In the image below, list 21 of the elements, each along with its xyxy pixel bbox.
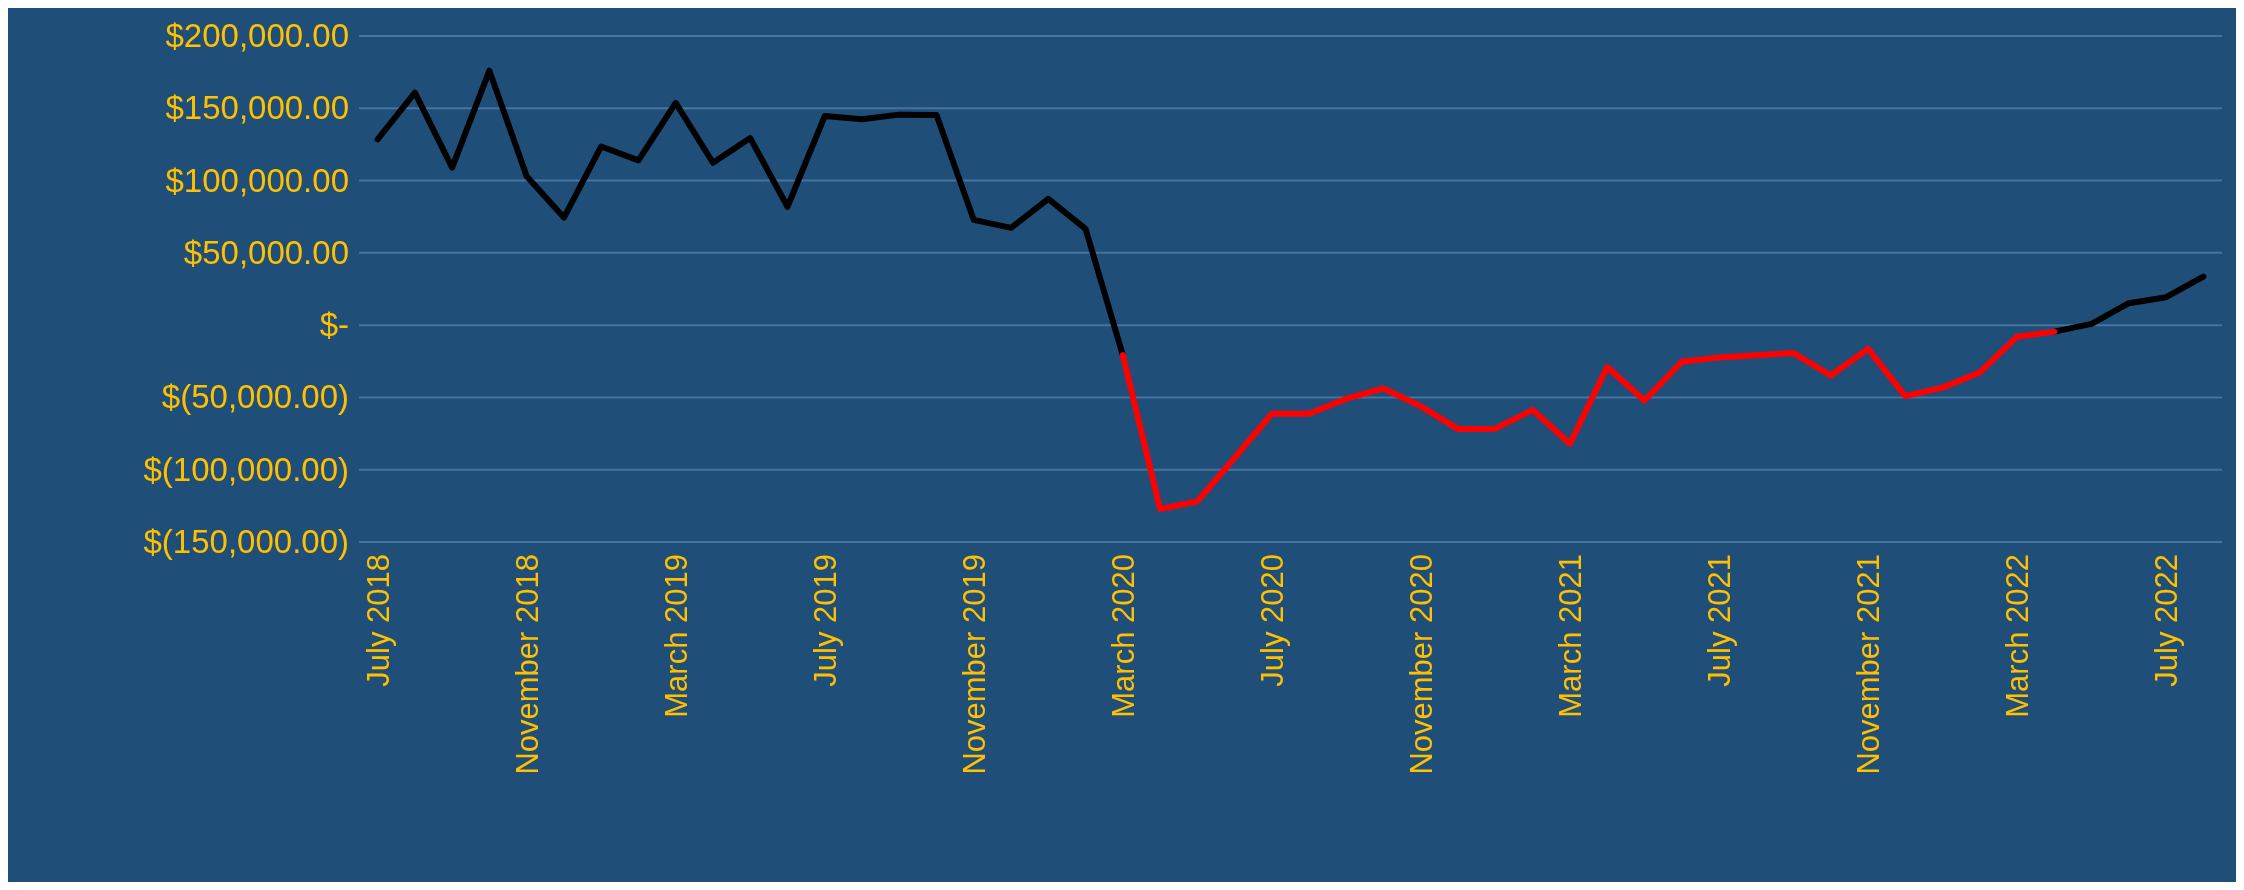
x-tick-label: November 2020 — [1403, 554, 1439, 775]
y-tick-label: $(100,000.00) — [143, 450, 349, 488]
y-tick-label: $(50,000.00) — [161, 378, 349, 416]
y-tick-label: $50,000.00 — [183, 233, 349, 271]
x-tick-label: March 2021 — [1552, 554, 1588, 718]
x-tick-label: July 2022 — [2149, 554, 2185, 687]
x-tick-label: March 2020 — [1105, 554, 1141, 718]
x-tick-label: July 2020 — [1254, 554, 1290, 687]
x-tick-label: March 2019 — [658, 554, 694, 718]
x-tick-label: November 2018 — [509, 554, 545, 775]
x-tick-label: July 2019 — [807, 554, 843, 687]
x-tick-label: March 2022 — [2000, 554, 2036, 718]
x-tick-label: July 2018 — [360, 554, 396, 687]
x-tick-label: July 2021 — [1701, 554, 1737, 687]
y-tick-label: $- — [319, 306, 349, 344]
x-tick-label: November 2019 — [956, 554, 992, 775]
y-tick-label: $100,000.00 — [165, 161, 349, 199]
y-tick-label: $(150,000.00) — [143, 523, 349, 560]
x-tick-label: November 2021 — [1851, 554, 1887, 775]
y-tick-label: $200,000.00 — [165, 17, 349, 54]
y-tick-label: $150,000.00 — [165, 89, 349, 127]
